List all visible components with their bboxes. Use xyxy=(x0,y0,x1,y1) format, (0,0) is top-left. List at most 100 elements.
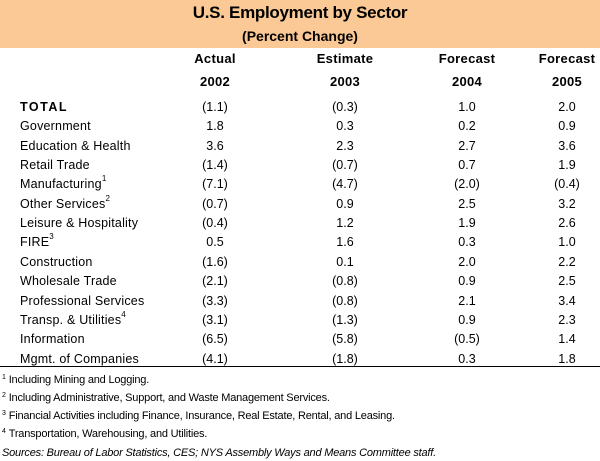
column-header-year: 2004 xyxy=(451,74,483,89)
row-label: FIRE3 xyxy=(20,232,54,250)
footnote-marker: 3 xyxy=(49,232,54,242)
cell-value: (5.8) xyxy=(332,332,358,347)
footnote: 4 Transportation, Warehousing, and Utilit… xyxy=(2,428,207,440)
cell-value: (6.5) xyxy=(202,332,228,347)
footnote-marker: 2 xyxy=(105,193,111,203)
cell-value: 2.6 xyxy=(558,216,576,231)
row-label: Mgmt. of Companies xyxy=(20,352,139,366)
table-title: U.S. Employment by Sector xyxy=(192,3,408,22)
cell-value: 1.9 xyxy=(558,158,576,173)
cell-value: (3.3) xyxy=(202,293,228,308)
cell-value: 1.6 xyxy=(336,235,354,250)
table-row: Information (6.5) (5.8) (0.5) 1.4 xyxy=(0,332,600,351)
footnote-text: Including Administrative, Support, and W… xyxy=(8,392,330,404)
cell-value: 0.9 xyxy=(558,119,576,134)
row-label-text: Wholesale Trade xyxy=(20,274,117,289)
row-label: Wholesale Trade xyxy=(20,274,117,288)
cell-value: 1.8 xyxy=(206,119,224,134)
cell-value: (0.4) xyxy=(202,216,228,231)
cell-value: 0.2 xyxy=(458,119,476,134)
row-label: Government xyxy=(20,119,91,133)
table-row: Construction (1.6) 0.1 2.0 2.2 xyxy=(0,255,600,274)
cell-value: 0.3 xyxy=(458,235,476,250)
row-label-text: Education & Health xyxy=(20,138,131,153)
table-row: FIRE3 0.5 1.6 0.3 1.0 xyxy=(0,232,600,254)
footnote-marker: 4 xyxy=(121,309,126,319)
table-bottom-rule xyxy=(0,366,600,367)
table-row: Other Services2 (0.7) 0.9 2.5 3.2 xyxy=(0,193,600,216)
cell-value: 0.5 xyxy=(206,235,224,250)
row-label: Information xyxy=(20,332,85,346)
column-header-label: Actual xyxy=(194,51,236,66)
footnote: 2 Including Administrative, Support, and … xyxy=(2,392,330,404)
table-row: Retail Trade (1.4) (0.7) 0.7 1.9 xyxy=(0,158,600,177)
row-label-text: Manufacturing xyxy=(20,177,102,192)
cell-value: (0.4) xyxy=(554,177,580,192)
table-row: Manufacturing1 (7.1) (4.7) (2.0) (0.4) xyxy=(0,174,600,196)
row-label-text: Retail Trade xyxy=(20,158,90,173)
cell-value: (0.7) xyxy=(202,196,228,211)
cell-value: 0.9 xyxy=(458,312,476,327)
cell-value: 0.7 xyxy=(458,158,476,173)
cell-value: (4.7) xyxy=(332,177,358,192)
column-header-year: 2005 xyxy=(551,74,583,89)
row-label: Construction xyxy=(20,255,93,269)
row-label: Leisure & Hospitality xyxy=(20,216,138,230)
cell-value: (4.1) xyxy=(202,351,228,366)
cell-value: 2.1 xyxy=(458,293,476,308)
row-label-text: Transp. & Utilities xyxy=(20,312,122,327)
row-label-text: TOTAL xyxy=(20,100,69,114)
cell-value: (0.3) xyxy=(332,100,358,114)
column-header-label: Forecast xyxy=(538,51,596,66)
cell-value: 0.3 xyxy=(336,119,354,134)
cell-value: 2.5 xyxy=(558,274,576,289)
footnote-number: 4 xyxy=(2,428,6,435)
footnote-text: Including Mining and Logging. xyxy=(8,374,150,386)
row-label: Other Services2 xyxy=(20,193,111,211)
row-label-text: Leisure & Hospitality xyxy=(20,216,139,231)
cell-value: (2.1) xyxy=(202,274,228,289)
cell-value: 1.2 xyxy=(336,216,354,231)
cell-value: 1.0 xyxy=(458,100,476,114)
footnote-marker: 1 xyxy=(101,174,107,184)
table-row: Transp. & Utilities4 (3.1) (1.3) 0.9 2.3 xyxy=(0,309,600,332)
cell-value: 2.7 xyxy=(458,138,476,153)
footnote-number: 1 xyxy=(2,374,6,381)
cell-value: (1.3) xyxy=(332,312,358,327)
row-label-text: FIRE xyxy=(20,235,50,250)
cell-value: 2.3 xyxy=(558,312,576,327)
footnote-number: 2 xyxy=(2,392,6,399)
cell-value: (2.0) xyxy=(454,177,480,192)
cell-value: 2.2 xyxy=(558,254,576,269)
footnote-text: Transportation, Warehousing, and Utiliti… xyxy=(8,428,208,440)
cell-value: 3.2 xyxy=(558,196,576,211)
cell-value: (1.4) xyxy=(202,158,228,173)
cell-value: 3.6 xyxy=(558,138,576,153)
column-header-label: Estimate xyxy=(316,51,374,66)
row-label-text: Professional Services xyxy=(20,293,145,308)
row-label-text: Mgmt. of Companies xyxy=(20,351,139,366)
table-row: Government 1.8 0.3 0.2 0.9 xyxy=(0,119,600,138)
footnote-text: Financial Activities including Finance, … xyxy=(8,410,395,422)
cell-value: 2.5 xyxy=(458,196,476,211)
footnote: 1 Including Mining and Logging. xyxy=(2,374,149,386)
cell-value: (0.7) xyxy=(332,158,358,173)
cell-value: 2.3 xyxy=(336,138,354,153)
row-label-text: Government xyxy=(20,119,91,134)
row-label: Retail Trade xyxy=(20,158,90,172)
footnote: 3 Financial Activities including Finance,… xyxy=(2,410,395,422)
row-label-text: Other Services xyxy=(20,196,106,211)
cell-value: (0.8) xyxy=(332,274,358,289)
cell-value: (0.8) xyxy=(332,293,358,308)
cell-value: (1.6) xyxy=(202,254,228,269)
cell-value: 1.4 xyxy=(558,332,576,347)
cell-value: (3.1) xyxy=(202,312,228,327)
row-label: Professional Services xyxy=(20,294,144,308)
column-header-label: Forecast xyxy=(438,51,496,66)
table-row: Wholesale Trade (2.1) (0.8) 0.9 2.5 xyxy=(0,274,600,293)
cell-value: (7.1) xyxy=(202,177,228,192)
table-row: TOTAL (1.1) (0.3) 1.0 2.0 xyxy=(0,100,600,119)
table-row: Professional Services (3.3) (0.8) 2.1 3.4 xyxy=(0,294,600,313)
table-row: Education & Health 3.6 2.3 2.7 3.6 xyxy=(0,139,600,158)
row-label-text: Construction xyxy=(20,254,93,269)
